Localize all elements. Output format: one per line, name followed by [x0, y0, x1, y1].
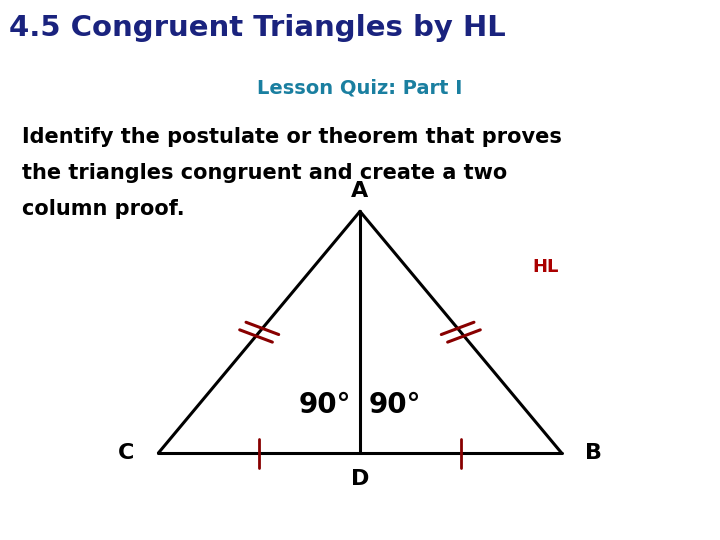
Text: Lesson Quiz: Part I: Lesson Quiz: Part I	[257, 79, 463, 98]
Text: 4.5 Congruent Triangles by HL: 4.5 Congruent Triangles by HL	[9, 15, 505, 42]
Text: the triangles congruent and create a two: the triangles congruent and create a two	[22, 163, 507, 183]
Text: HL: HL	[533, 258, 559, 276]
Text: Identify the postulate or theorem that proves: Identify the postulate or theorem that p…	[22, 127, 562, 147]
Text: 90°: 90°	[299, 391, 351, 419]
Text: 90°: 90°	[369, 391, 421, 419]
Text: B: B	[585, 443, 603, 463]
Text: column proof.: column proof.	[22, 199, 184, 219]
Text: D: D	[351, 469, 369, 489]
Text: A: A	[351, 181, 369, 201]
Text: C: C	[118, 443, 135, 463]
